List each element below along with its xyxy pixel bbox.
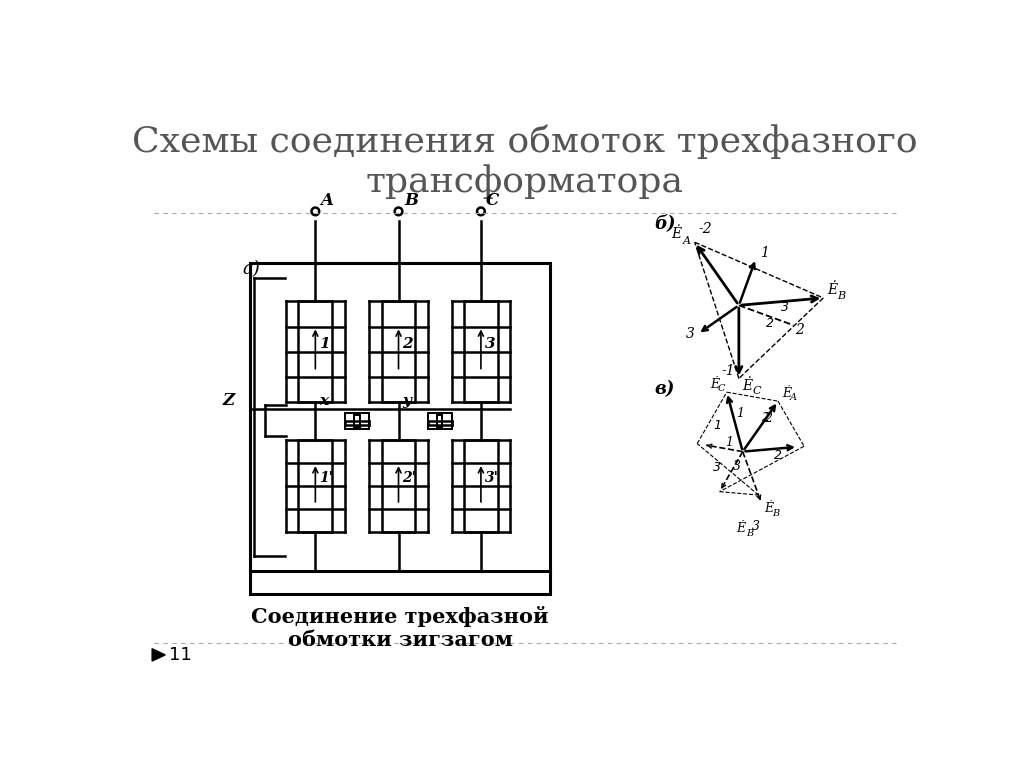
Text: B: B [745,529,753,538]
Text: 1: 1 [714,419,722,432]
Text: Схемы соединения обмоток трехфазного
трансформатора: Схемы соединения обмоток трехфазного тра… [132,124,918,199]
Bar [298,301,333,402]
Text: 1: 1 [725,436,733,449]
Text: 1: 1 [736,407,744,420]
Bar [298,440,333,532]
Text: Соединение трехфазной
обмотки зигзагом: Соединение трехфазной обмотки зигзагом [251,606,549,650]
Text: Ė: Ė [672,227,682,242]
Text: б): б) [654,214,676,232]
Bar [382,440,416,532]
Text: 2: 2 [765,412,772,425]
Text: 3: 3 [733,460,741,473]
Text: A: A [321,193,334,209]
Bar [464,301,498,402]
Text: 3: 3 [686,327,695,341]
Text: 2: 2 [773,449,781,463]
Text: 3: 3 [484,337,496,351]
Text: 3: 3 [714,461,722,474]
Polygon shape [153,649,165,661]
Text: -2: -2 [698,222,712,236]
Text: 3': 3' [484,472,499,486]
Bar [464,440,498,532]
Text: C: C [486,193,500,209]
Text: 2: 2 [766,317,774,330]
Text: 2: 2 [402,337,413,351]
Text: B: B [403,193,418,209]
Bar [382,301,416,402]
Bar [250,263,550,594]
Text: Ė: Ė [765,502,773,515]
Text: y: y [402,394,412,409]
Text: 2': 2' [402,472,416,486]
Text: C: C [753,386,761,396]
Text: Z: Z [223,393,236,410]
Text: 1: 1 [760,245,769,260]
Text: C: C [718,384,725,393]
Text: x: x [319,394,329,409]
Text: 2: 2 [795,324,804,337]
Text: 11: 11 [169,646,191,664]
Text: в): в) [654,380,675,398]
Text: -1: -1 [722,364,735,377]
Text: Ė: Ė [710,378,719,391]
Text: B: B [772,509,779,518]
Text: Ė: Ė [742,379,753,393]
Text: 3: 3 [781,301,790,314]
Text: B: B [837,291,845,301]
Text: 3: 3 [752,520,760,533]
Text: 2: 2 [762,411,770,424]
Text: Ė: Ė [827,283,838,297]
Text: Ė: Ė [736,522,745,535]
Text: A: A [790,393,797,402]
Text: Ė: Ė [782,387,791,400]
Text: а): а) [243,261,260,278]
Text: 1: 1 [319,337,330,351]
Text: 1': 1' [319,472,333,486]
Text: A: A [683,235,691,245]
